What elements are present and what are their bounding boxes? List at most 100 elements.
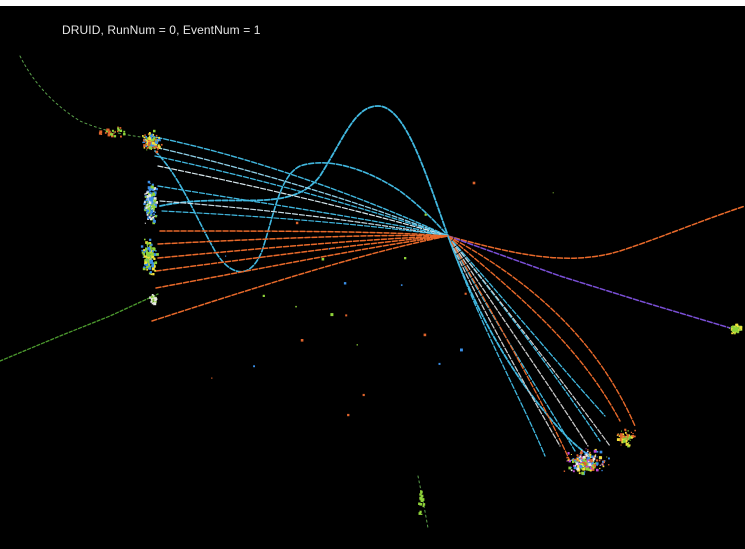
hit-dot — [585, 460, 587, 463]
hit-dot — [737, 329, 740, 332]
hit-dot — [419, 503, 422, 506]
hit-dot — [731, 326, 734, 328]
hit-dot — [601, 463, 603, 465]
hit-dot — [141, 251, 144, 254]
hit-dot — [347, 413, 350, 417]
hit-dot — [730, 329, 732, 331]
hit-dot — [150, 212, 153, 215]
hit-dot — [576, 458, 579, 460]
hit-dot — [148, 141, 151, 145]
hit-dot — [98, 132, 102, 135]
hit-dot — [152, 247, 154, 249]
hit-dot — [418, 502, 421, 505]
hit-dot — [573, 466, 577, 470]
hit-dot — [152, 263, 155, 266]
hit-dot — [148, 144, 150, 146]
hit-dot — [616, 438, 620, 441]
track-down-cyan-steep — [447, 235, 546, 457]
hit-dot — [400, 284, 403, 286]
hit-dot — [152, 218, 155, 221]
hit-dot — [596, 450, 599, 453]
hit-dot — [576, 459, 579, 462]
hit-dot — [157, 145, 161, 149]
hit-dot — [151, 264, 154, 268]
hit-dot — [145, 206, 148, 209]
hit-dot — [144, 209, 147, 212]
hit-dot — [153, 188, 156, 191]
hit-dot — [147, 245, 149, 247]
hit-dot — [580, 451, 583, 454]
hit-dot — [587, 466, 590, 468]
hit-dot — [625, 432, 627, 434]
hit-dot — [419, 493, 422, 496]
hit-dot — [362, 393, 365, 397]
hit-dot — [601, 469, 603, 472]
hit-dot — [143, 147, 146, 149]
hit-dot — [119, 127, 122, 129]
hit-dot — [158, 136, 161, 139]
hit-dot — [152, 210, 155, 213]
hit-dot — [123, 130, 126, 133]
hit-dot — [472, 181, 476, 185]
hit-dot — [570, 469, 573, 472]
hit-dot — [99, 130, 103, 134]
hit-dot — [111, 134, 114, 138]
hit-dot — [628, 442, 630, 444]
hit-dot — [149, 271, 152, 274]
hit-dot — [580, 449, 583, 452]
hit-cluster-left-bottom — [149, 294, 158, 306]
hit-dot — [144, 206, 146, 208]
hit-dot — [581, 459, 583, 462]
hit-dot — [622, 440, 626, 443]
hit-dot — [144, 259, 146, 261]
hit-dot — [732, 328, 736, 331]
hit-dot — [109, 133, 112, 135]
hit-dot — [624, 438, 628, 442]
hit-dot — [438, 362, 441, 365]
hit-dot — [295, 305, 297, 308]
hit-dot — [602, 465, 605, 468]
hit-dot — [153, 215, 155, 218]
hit-dot — [575, 462, 579, 466]
hit-dot — [572, 460, 575, 463]
track-cyan-fan-3 — [154, 155, 449, 237]
hit-dot — [146, 256, 148, 259]
hit-dot — [105, 130, 108, 133]
hit-dot — [144, 222, 146, 224]
calorimeter-hits — [98, 126, 743, 515]
hit-dot — [616, 433, 619, 436]
hit-dot — [591, 455, 594, 458]
hit-dot — [735, 323, 739, 327]
hit-dot — [149, 261, 153, 264]
hit-dot — [343, 282, 347, 285]
hit-dot — [140, 245, 144, 248]
hit-dot — [735, 329, 738, 332]
hit-dot — [596, 462, 599, 465]
hit-dot — [737, 326, 739, 328]
hit-dot — [589, 466, 591, 469]
hit-dot — [145, 138, 147, 141]
hit-dot — [147, 200, 150, 203]
hit-dot — [151, 256, 154, 258]
hit-dot — [150, 199, 153, 202]
hit-dot — [143, 201, 146, 204]
hit-dot — [153, 253, 157, 256]
hit-dot — [570, 466, 572, 469]
hit-dot — [153, 247, 156, 250]
hit-dot — [345, 314, 348, 317]
hit-dot — [145, 247, 148, 251]
event-display-viewport[interactable]: DRUID, RunNum = 0, EventNum = 1 — [0, 6, 745, 549]
hit-dot — [108, 130, 111, 133]
hit-dot — [151, 294, 154, 296]
hit-dot — [620, 433, 623, 436]
hit-dot — [568, 466, 572, 470]
hit-dot — [150, 259, 153, 263]
hit-dot — [151, 138, 154, 142]
hit-dot — [608, 457, 610, 460]
hit-dot — [573, 459, 576, 462]
hit-dot — [152, 205, 155, 209]
track-faint-upper-left — [19, 55, 151, 139]
hit-dot — [155, 298, 158, 300]
hit-dot — [154, 187, 156, 189]
hit-strays-bottom — [418, 490, 426, 515]
